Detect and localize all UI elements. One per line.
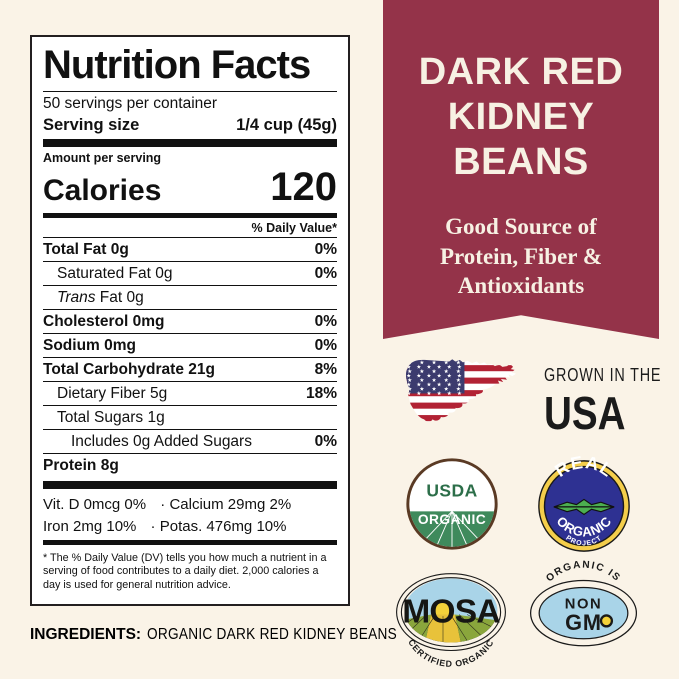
- svg-text:USDA: USDA: [426, 481, 477, 501]
- svg-text:GM: GM: [565, 610, 602, 635]
- svg-text:ORGANIC: ORGANIC: [418, 512, 486, 527]
- svg-text:MOSA: MOSA: [402, 594, 500, 631]
